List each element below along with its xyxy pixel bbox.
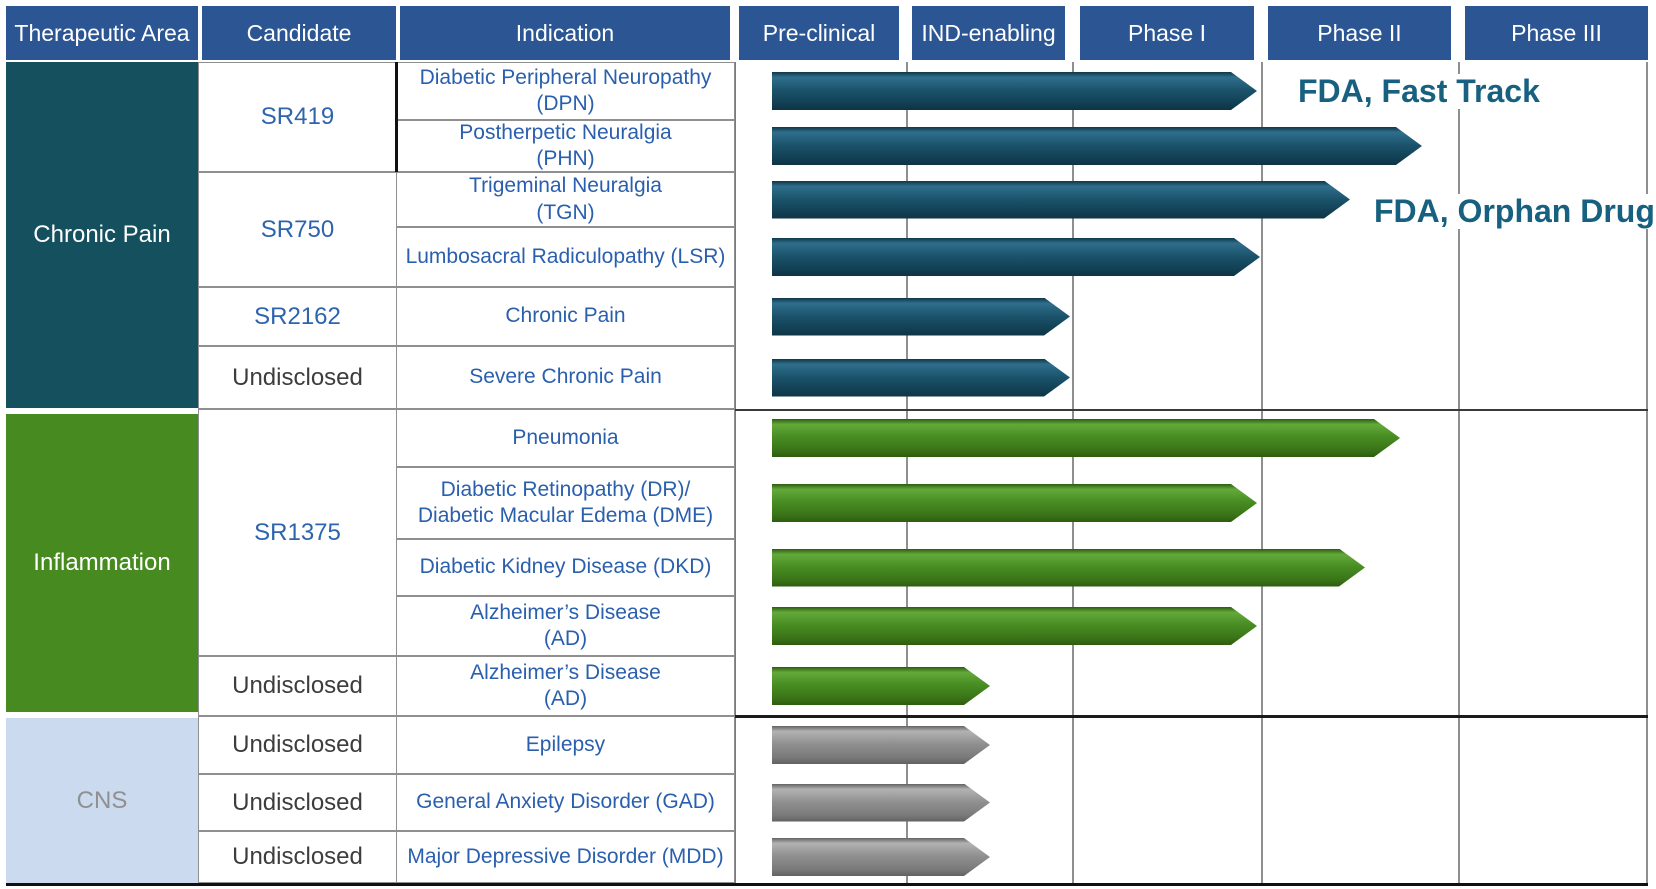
- pipeline-arrow-major-depressive-disorder-mdd: [772, 838, 990, 876]
- phase-gridline-1: [906, 62, 908, 883]
- annotation-fda-fast-track: FDA, Fast Track: [1294, 73, 1544, 110]
- annotation-fda-orphan-drug: FDA, Orphan Drug: [1370, 193, 1656, 230]
- phase-gridline-2: [1072, 62, 1074, 883]
- table-bottom-border: [6, 883, 1648, 886]
- indication-epilepsy: Epilepsy: [396, 716, 735, 774]
- indication-diabetic-retinopathy-dr: Diabetic Retinopathy (DR)/ Diabetic Macu…: [396, 467, 735, 539]
- candidate-undisclosed-row-13: Undisclosed: [198, 831, 397, 883]
- candidate-sr2162-row-4: SR2162: [198, 287, 397, 346]
- pipeline-arrow-severe-chronic-pain: [772, 359, 1070, 397]
- phase-gridline-4: [1458, 62, 1460, 883]
- indication-diabetic-peripheral-neuropathy: Diabetic Peripheral Neuropathy (DPN): [396, 62, 735, 120]
- indication-severe-chronic-pain: Severe Chronic Pain: [396, 346, 735, 409]
- therapeutic-area-chronic-pain: Chronic Pain: [6, 62, 198, 408]
- indication-pneumonia: Pneumonia: [396, 409, 735, 467]
- therapeutic-area-cns: CNS: [6, 718, 198, 883]
- indication-alzheimer-s-disease: Alzheimer’s Disease (AD): [396, 656, 735, 716]
- candidate-undisclosed-row-5: Undisclosed: [198, 346, 397, 409]
- candidate-undisclosed-row-12: Undisclosed: [198, 774, 397, 831]
- therapeutic-area-inflammation: Inflammation: [6, 414, 198, 712]
- candidate-sr750-row-2: SR750: [198, 172, 397, 287]
- phase-chart-area: FDA, Fast Track FDA, Orphan Drug: [734, 62, 1656, 883]
- pipeline-arrow-diabetic-retinopathy-dr: [772, 484, 1257, 522]
- indication-diabetic-kidney-disease-dkd: Diabetic Kidney Disease (DKD): [396, 539, 735, 596]
- candidate-indication-dark-border: [395, 62, 398, 172]
- header-cell-therapeutic-area: Therapeutic Area: [6, 6, 198, 60]
- pipeline-arrow-diabetic-peripheral-neuropathy: [772, 72, 1257, 110]
- phase-gridline-3: [1261, 62, 1263, 883]
- indication-postherpetic-neuralgia: Postherpetic Neuralgia (PHN): [396, 120, 735, 172]
- indication-trigeminal-neuralgia: Trigeminal Neuralgia (TGN): [396, 172, 735, 227]
- header-cell-phase-iii: Phase III: [1465, 6, 1648, 60]
- header-cell-phase-i: Phase I: [1080, 6, 1254, 60]
- pipeline-arrow-postherpetic-neuralgia: [772, 127, 1422, 165]
- indication-chronic-pain: Chronic Pain: [396, 287, 735, 346]
- pipeline-arrow-epilepsy: [772, 726, 990, 764]
- pipeline-arrow-diabetic-kidney-disease-dkd: [772, 549, 1365, 587]
- pipeline-arrow-lumbosacral-radiculopathy-lsr: [772, 238, 1260, 276]
- group-divider-line-2: [734, 715, 1648, 718]
- indication-major-depressive-disorder-mdd: Major Depressive Disorder (MDD): [396, 831, 735, 883]
- candidate-sr419-row-0: SR419: [198, 62, 397, 172]
- header-cell-candidate: Candidate: [202, 6, 396, 60]
- header-cell-pre-clinical: Pre-clinical: [739, 6, 899, 60]
- candidate-undisclosed-row-11: Undisclosed: [198, 716, 397, 774]
- header-cell-ind-enabling: IND-enabling: [912, 6, 1065, 60]
- header-cell-indication: Indication: [400, 6, 730, 60]
- indication-alzheimer-s-disease: Alzheimer’s Disease (AD): [396, 596, 735, 656]
- pipeline-arrow-pneumonia: [772, 419, 1400, 457]
- candidate-undisclosed-row-10: Undisclosed: [198, 656, 397, 716]
- pipeline-arrow-trigeminal-neuralgia: [772, 181, 1350, 219]
- indication-general-anxiety-disorder-gad: General Anxiety Disorder (GAD): [396, 774, 735, 831]
- chart-left-border: [734, 62, 736, 883]
- pipeline-arrow-chronic-pain: [772, 298, 1070, 336]
- pipeline-arrow-general-anxiety-disorder-gad: [772, 784, 990, 822]
- group-divider-line-1: [734, 409, 1648, 411]
- indication-lumbosacral-radiculopathy-lsr: Lumbosacral Radiculopathy (LSR): [396, 227, 735, 287]
- pipeline-arrow-alzheimer-s-disease: [772, 607, 1257, 645]
- candidate-sr1375-row-6: SR1375: [198, 409, 397, 656]
- header-cell-phase-ii: Phase II: [1268, 6, 1451, 60]
- pipeline-arrow-alzheimer-s-disease: [772, 667, 990, 705]
- chart-right-border: [1646, 62, 1648, 883]
